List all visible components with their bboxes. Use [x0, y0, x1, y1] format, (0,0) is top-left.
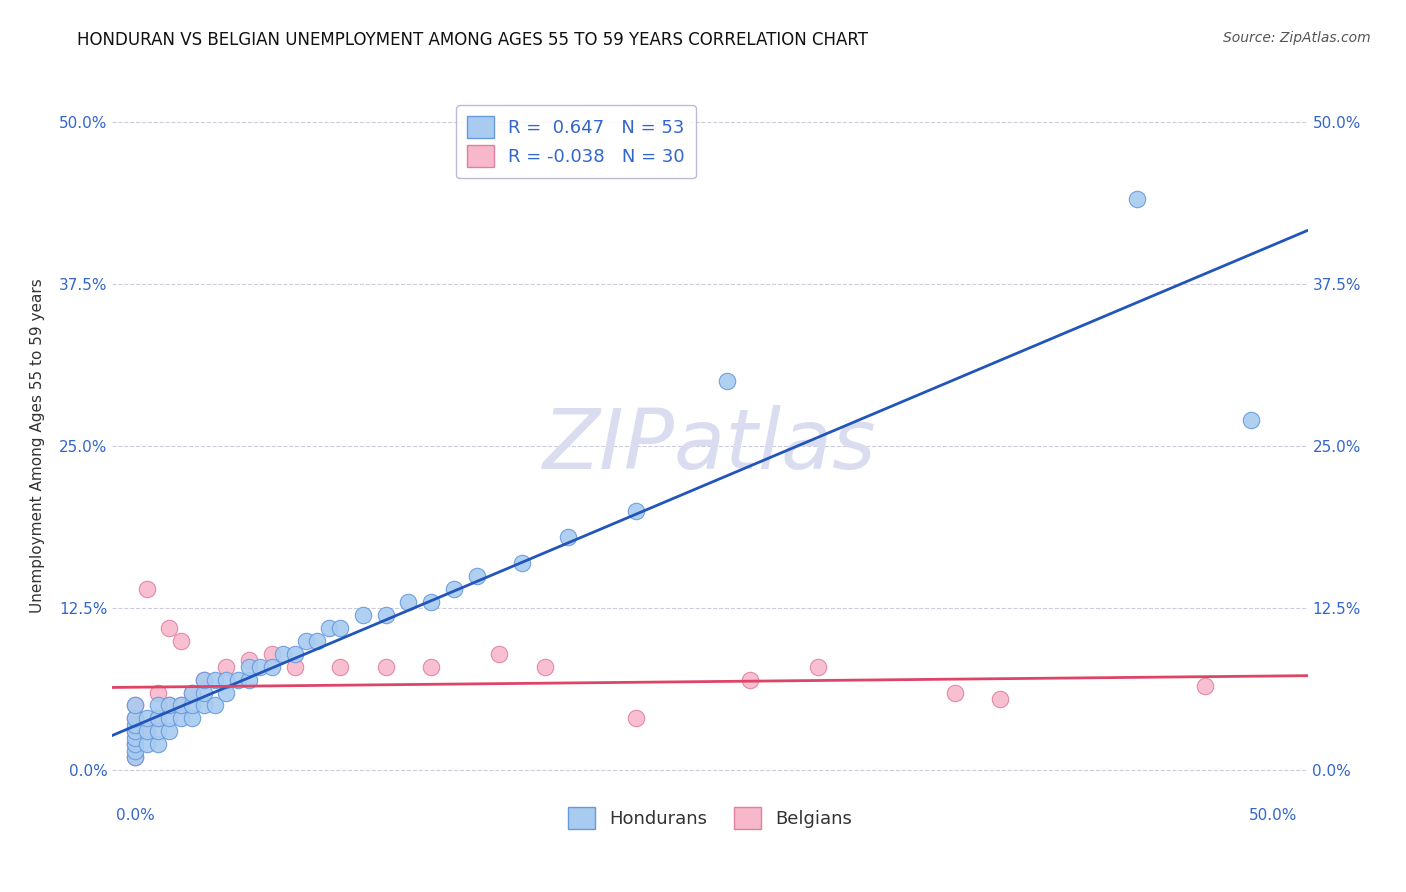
Point — [284, 647, 307, 661]
Point — [443, 582, 465, 596]
Text: HONDURAN VS BELGIAN UNEMPLOYMENT AMONG AGES 55 TO 59 YEARS CORRELATION CHART: HONDURAN VS BELGIAN UNEMPLOYMENT AMONG A… — [77, 31, 869, 49]
Point — [352, 607, 374, 622]
Point — [181, 698, 204, 713]
Point — [226, 673, 249, 687]
Point — [146, 698, 169, 713]
Point — [124, 750, 146, 764]
Point — [146, 685, 169, 699]
Point — [238, 653, 260, 667]
Point — [135, 724, 157, 739]
Point — [329, 621, 352, 635]
Point — [318, 621, 340, 635]
Point — [124, 698, 146, 713]
Point — [181, 685, 204, 699]
Point — [557, 530, 579, 544]
Point — [271, 647, 294, 661]
Point — [193, 698, 215, 713]
Point — [988, 692, 1011, 706]
Point — [738, 673, 761, 687]
Point — [157, 698, 180, 713]
Point — [238, 673, 260, 687]
Point — [215, 659, 238, 673]
Point — [146, 738, 169, 752]
Point — [170, 698, 193, 713]
Point — [307, 633, 329, 648]
Point — [193, 673, 215, 687]
Point — [1126, 193, 1149, 207]
Point — [420, 659, 443, 673]
Y-axis label: Unemployment Among Ages 55 to 59 years: Unemployment Among Ages 55 to 59 years — [31, 278, 45, 614]
Point — [170, 633, 193, 648]
Text: ZIPatlas: ZIPatlas — [543, 406, 877, 486]
Legend: Hondurans, Belgians: Hondurans, Belgians — [561, 800, 859, 837]
Point — [124, 744, 146, 758]
Point — [374, 659, 396, 673]
Point — [807, 659, 830, 673]
Text: Source: ZipAtlas.com: Source: ZipAtlas.com — [1223, 31, 1371, 45]
Point — [157, 724, 180, 739]
Point — [157, 711, 180, 725]
Point — [624, 711, 647, 725]
Point — [260, 659, 283, 673]
Point — [249, 659, 271, 673]
Point — [181, 711, 204, 725]
Point — [396, 595, 419, 609]
Point — [124, 711, 146, 725]
Point — [181, 685, 204, 699]
Point — [170, 711, 193, 725]
Point — [157, 621, 180, 635]
Point — [465, 568, 488, 582]
Point — [204, 698, 226, 713]
Point — [215, 673, 238, 687]
Point — [260, 647, 283, 661]
Point — [124, 738, 146, 752]
Point — [170, 698, 193, 713]
Point — [716, 374, 738, 388]
Point — [1194, 679, 1216, 693]
Point — [238, 659, 260, 673]
Point — [124, 750, 146, 764]
Point — [488, 647, 510, 661]
Point — [215, 685, 238, 699]
Point — [295, 633, 318, 648]
Point — [146, 724, 169, 739]
Point — [374, 607, 396, 622]
Point — [135, 738, 157, 752]
Point — [510, 556, 533, 570]
Point — [157, 698, 180, 713]
Point — [124, 731, 146, 745]
Point — [1240, 413, 1263, 427]
Point — [284, 659, 307, 673]
Point — [943, 685, 966, 699]
Point — [146, 711, 169, 725]
Point — [124, 718, 146, 732]
Point — [124, 724, 146, 739]
Point — [624, 504, 647, 518]
Point — [329, 659, 352, 673]
Point — [124, 711, 146, 725]
Point — [135, 724, 157, 739]
Point — [193, 673, 215, 687]
Point — [135, 711, 157, 725]
Point — [124, 698, 146, 713]
Point — [204, 673, 226, 687]
Point — [124, 738, 146, 752]
Point — [534, 659, 557, 673]
Point — [135, 582, 157, 596]
Point — [146, 711, 169, 725]
Point — [193, 685, 215, 699]
Point — [420, 595, 443, 609]
Point — [124, 724, 146, 739]
